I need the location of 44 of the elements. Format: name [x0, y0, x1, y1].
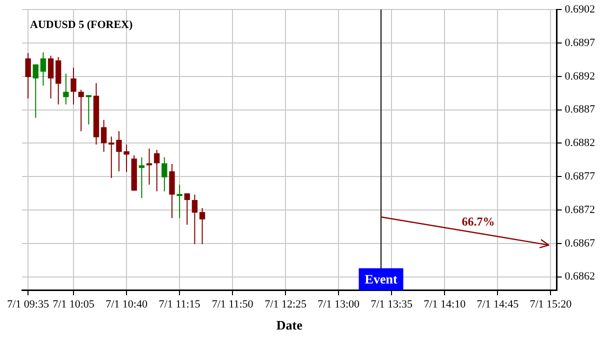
candlestick [184, 192, 190, 226]
candlestick [70, 67, 76, 105]
candlestick [100, 119, 107, 152]
candlestick [169, 163, 175, 219]
y-tick-label: 0.6877 [564, 170, 596, 183]
ref-line-label: Event [364, 272, 398, 287]
x-tick-label: 7/1 13:00 [318, 298, 360, 311]
y-tick-label: 0.6867 [564, 237, 596, 250]
y-tick-label: 0.6862 [564, 270, 595, 283]
candlestick [48, 55, 54, 99]
x-tick-label: 7/1 11:15 [158, 298, 201, 311]
y-tick-label: 0.6897 [564, 36, 596, 49]
candlestick [63, 73, 69, 105]
annotation: 66.7% [462, 214, 495, 229]
x-tick-label: 7/1 10:05 [52, 298, 95, 311]
candlestick [176, 184, 182, 219]
candlestick [40, 52, 46, 86]
y-tick-label: 0.6892 [564, 70, 595, 82]
y-tick-label: 0.6882 [564, 137, 595, 150]
candlestick [138, 156, 145, 199]
x-tick-label: 7/1 13:35 [370, 298, 414, 311]
x-tick-label: 7/1 11:50 [212, 298, 254, 311]
candlestick [56, 56, 62, 105]
candlestick [108, 136, 114, 178]
y-tick-label: 0.6872 [564, 204, 595, 216]
y-tick-label: 0.6902 [564, 3, 595, 16]
candlestick [154, 149, 160, 192]
x-tick-label: 7/1 14:10 [424, 298, 466, 311]
text: AUDUSD 5 (FOREX) [30, 18, 133, 31]
candlestick [162, 156, 168, 192]
candlestick [78, 89, 84, 132]
x-tick-label: 7/1 09:35 [7, 298, 50, 311]
x-tick-label: 7/1 10:40 [106, 298, 148, 311]
x-tick-label: 7/1 12:25 [264, 298, 308, 311]
x-axis-title: Date [276, 318, 303, 333]
x-tick-label: 7/1 15:20 [530, 298, 572, 311]
x-tick-label: 7/1 14:45 [476, 298, 520, 311]
candlestick [199, 208, 206, 245]
y-tick-label: 0.6887 [564, 104, 596, 116]
candlestick [192, 194, 198, 245]
candlestick [32, 64, 38, 118]
candlestick [86, 94, 92, 126]
candlestick [25, 52, 31, 99]
candlestick [146, 148, 152, 186]
